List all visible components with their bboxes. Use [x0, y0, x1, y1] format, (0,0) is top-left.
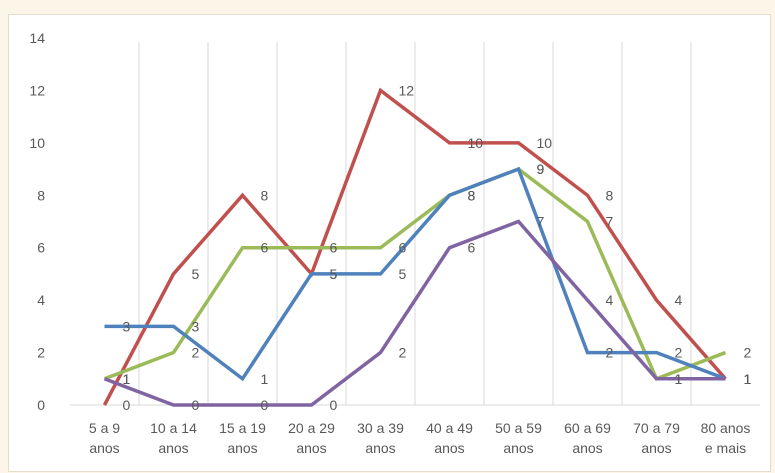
- data-label: 5: [192, 266, 200, 282]
- data-label: 1: [675, 371, 683, 387]
- data-label: 7: [537, 214, 545, 230]
- data-label: 8: [468, 187, 476, 203]
- data-label: 1: [744, 371, 752, 387]
- data-label: 5: [330, 266, 338, 282]
- data-label: 10: [468, 135, 484, 151]
- data-label: 1: [675, 371, 683, 387]
- y-tick-label: 8: [37, 187, 45, 203]
- data-label: 12: [399, 82, 415, 98]
- data-label: 9: [537, 161, 545, 177]
- x-category-label: 10 a 14: [150, 420, 197, 436]
- x-category-label: 80 anos: [701, 420, 751, 436]
- data-label: 6: [261, 240, 269, 256]
- data-label: 1: [261, 371, 269, 387]
- x-category-label: anos: [158, 440, 188, 456]
- data-label: 5: [399, 266, 407, 282]
- data-label: 0: [123, 397, 131, 413]
- data-label: 0: [192, 397, 200, 413]
- data-label: 2: [744, 345, 752, 361]
- y-tick-label: 6: [37, 240, 45, 256]
- data-label: 2: [606, 345, 614, 361]
- data-label: 3: [192, 318, 200, 334]
- x-category-label: anos: [296, 440, 326, 456]
- data-label: 3: [123, 318, 131, 334]
- data-label: 2: [399, 345, 407, 361]
- data-label: 6: [468, 240, 476, 256]
- data-label: 5: [330, 266, 338, 282]
- data-label: 1: [744, 371, 752, 387]
- y-tick-label: 2: [37, 345, 45, 361]
- data-label: 2: [192, 345, 200, 361]
- x-category-label: anos: [434, 440, 464, 456]
- data-label: 8: [261, 187, 269, 203]
- data-label: 4: [675, 292, 683, 308]
- data-label: 6: [399, 240, 407, 256]
- y-tick-label: 14: [29, 30, 45, 46]
- x-category-label: anos: [227, 440, 257, 456]
- y-tick-label: 12: [29, 82, 45, 98]
- data-label: 7: [606, 214, 614, 230]
- x-category-label: 30 a 39: [357, 420, 404, 436]
- series-line-1: [102, 87, 727, 406]
- x-category-label: anos: [641, 440, 671, 456]
- x-category-label: anos: [365, 440, 395, 456]
- y-tick-label: 10: [29, 135, 45, 151]
- x-category-label: 15 a 19: [219, 420, 266, 436]
- series-line-3: [104, 166, 727, 382]
- y-tick-label: 0: [37, 397, 45, 413]
- y-tick-label: 4: [37, 292, 45, 308]
- x-category-label: 20 a 29: [288, 420, 335, 436]
- series-line-4: [103, 219, 726, 407]
- series-line-2: [103, 167, 727, 382]
- data-label: 9: [537, 161, 545, 177]
- data-label: 0: [261, 397, 269, 413]
- chart-area: 0 2 4 6 8 10 12 14 5 a 9 anos 10 a 14 anos 15 a 19 an…: [8, 14, 771, 472]
- data-label: 2: [675, 345, 683, 361]
- x-category-label: 50 a 59: [495, 420, 542, 436]
- data-label: 8: [468, 187, 476, 203]
- x-category-label: 40 a 49: [426, 420, 473, 436]
- x-category-label: 5 a 9: [89, 420, 120, 436]
- data-label: 1: [744, 371, 752, 387]
- data-label: 1: [123, 371, 131, 387]
- x-category-label: anos: [503, 440, 533, 456]
- data-label: 8: [606, 187, 614, 203]
- data-label: 6: [330, 240, 338, 256]
- x-category-label: e mais: [705, 440, 746, 456]
- x-category-label: anos: [89, 440, 119, 456]
- data-label: 4: [606, 292, 614, 308]
- data-label: 0: [330, 397, 338, 413]
- x-category-label: 60 a 69: [564, 420, 611, 436]
- data-label: 1: [123, 371, 131, 387]
- x-category-label: anos: [572, 440, 602, 456]
- x-category-label: 70 a 79: [633, 420, 680, 436]
- data-label: 10: [537, 135, 553, 151]
